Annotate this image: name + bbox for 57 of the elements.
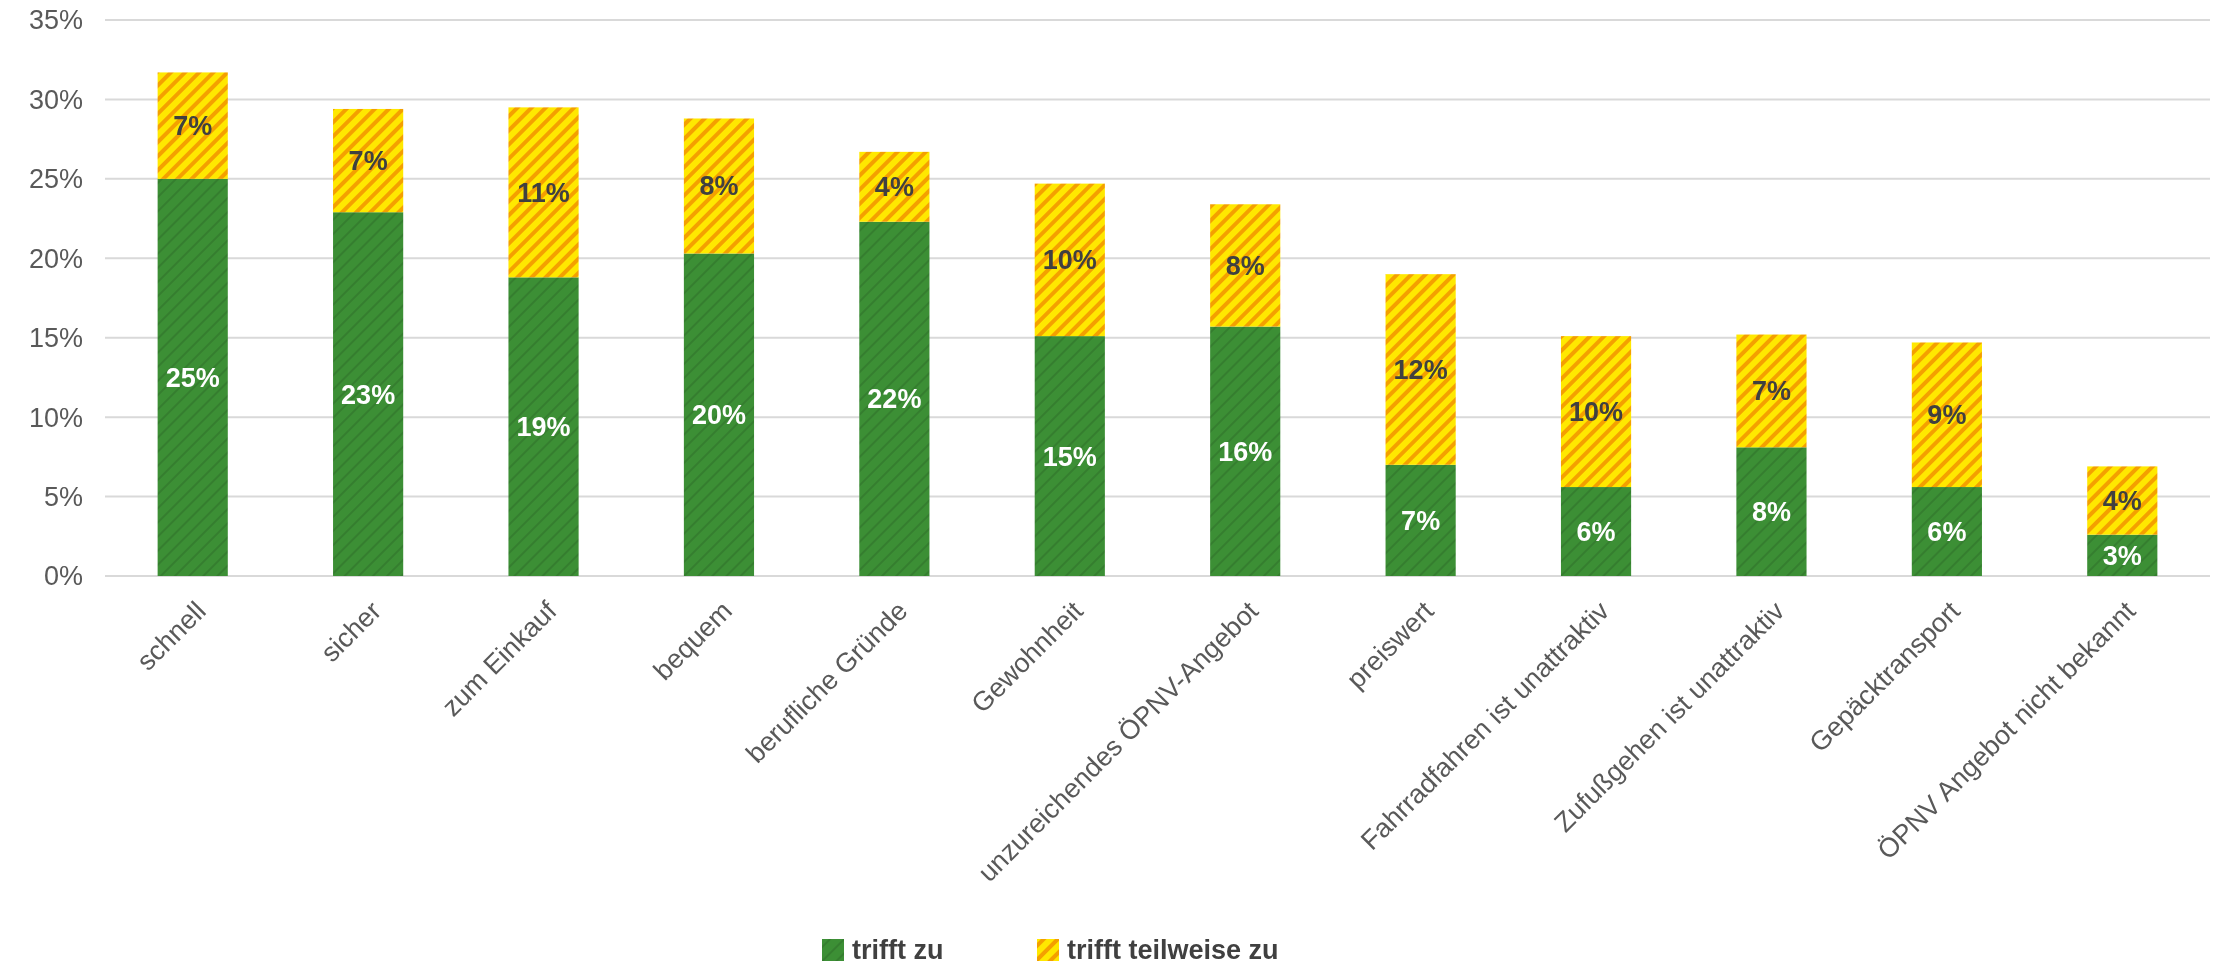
bar (859, 151, 930, 222)
bar (1210, 204, 1281, 327)
data-label: 4% (2102, 485, 2142, 516)
data-label: 15% (1042, 441, 1097, 472)
data-label: 20% (691, 400, 746, 431)
bar (1736, 447, 1807, 576)
data-label: 8% (699, 171, 739, 202)
data-label: 6% (1576, 516, 1616, 547)
data-label: 7% (173, 111, 213, 142)
bar (1034, 183, 1105, 337)
data-label: 10% (1042, 245, 1097, 276)
y-tick-label: 10% (28, 402, 83, 433)
legend-label: trifft teilweise zu (1067, 935, 1279, 966)
y-tick-label: 30% (28, 84, 83, 115)
bar (333, 212, 404, 576)
bar (157, 178, 228, 576)
y-tick-label: 15% (28, 323, 83, 354)
data-label: 8% (1225, 250, 1265, 281)
y-tick-label: 25% (28, 164, 83, 195)
y-tick-label: 35% (28, 5, 83, 36)
legend-label: trifft zu (852, 935, 944, 966)
data-label: 6% (1927, 516, 1967, 547)
data-label: 11% (517, 177, 570, 208)
bar (1385, 464, 1456, 576)
bar (157, 72, 228, 179)
data-label: 22% (867, 384, 922, 415)
bar (1736, 334, 1807, 448)
data-label: 4% (874, 172, 914, 203)
bar (683, 118, 755, 254)
data-label: 7% (348, 146, 388, 177)
data-label: 23% (341, 379, 396, 410)
bar (2087, 466, 2158, 535)
y-tick-label: 5% (43, 482, 83, 513)
bar (333, 108, 404, 213)
data-label: 16% (1218, 436, 1273, 467)
bar (859, 221, 930, 576)
data-label: 8% (1751, 497, 1791, 528)
data-label: 7% (1751, 376, 1791, 407)
bar (1034, 336, 1105, 576)
bar (683, 253, 755, 576)
bar (1911, 487, 1982, 576)
bar (1210, 326, 1281, 576)
data-label: 12% (1393, 354, 1448, 385)
bar (1560, 336, 1632, 488)
data-label: 7% (1401, 505, 1441, 536)
bar (1385, 274, 1456, 465)
data-label: 25% (165, 362, 220, 393)
bar (1911, 342, 1982, 488)
data-label: 10% (1569, 397, 1624, 428)
y-tick-label: 20% (28, 243, 83, 274)
bar (508, 277, 579, 576)
bar (1560, 487, 1632, 576)
bar (508, 107, 579, 278)
data-label: 3% (2102, 540, 2142, 571)
y-tick-label: 0% (43, 561, 83, 592)
data-label: 19% (516, 412, 571, 443)
data-label: 9% (1927, 400, 1967, 431)
